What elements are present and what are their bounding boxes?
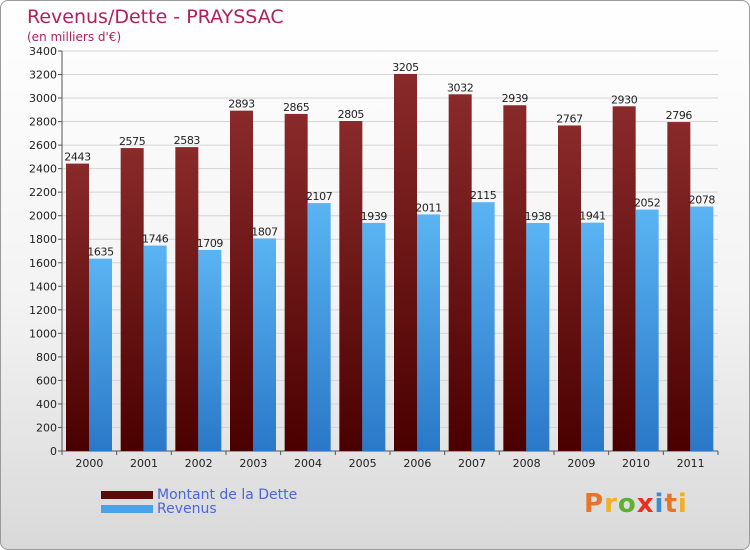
y-tick-label: 3200: [29, 69, 57, 82]
bar-dette: [284, 113, 308, 452]
data-label-dette: 2583: [174, 134, 201, 147]
y-tick-label: 3400: [29, 45, 57, 58]
logo-letter: i: [677, 489, 688, 519]
bar-revenus: [635, 209, 659, 451]
bar-revenus: [253, 238, 276, 451]
data-label-dette: 2796: [666, 109, 693, 122]
x-tick-label: 2002: [185, 457, 213, 470]
y-tick-label: 1200: [29, 304, 57, 317]
data-label-dette: 3205: [392, 61, 419, 74]
x-tick-label: 2000: [75, 457, 103, 470]
y-tick-label: 2000: [29, 210, 57, 223]
bar-dette: [503, 105, 527, 451]
bar-revenus: [581, 222, 604, 451]
logo-letter: x: [636, 489, 655, 519]
y-tick-label: 2400: [29, 163, 57, 176]
bar-revenus: [526, 223, 550, 451]
y-tick-label: 1600: [29, 257, 57, 270]
x-tick-label: 2009: [567, 457, 595, 470]
bar-dette: [612, 106, 636, 451]
x-tick-label: 2006: [403, 457, 431, 470]
data-label-revenus: 1746: [142, 233, 169, 246]
x-tick-label: 2010: [622, 457, 650, 470]
data-label-dette: 3032: [447, 81, 473, 94]
bar-dette: [175, 147, 199, 451]
data-label-revenus: 2107: [306, 190, 333, 203]
bar-dette: [230, 110, 253, 451]
bar-revenus: [417, 214, 440, 451]
data-label-revenus: 2011: [415, 201, 441, 214]
data-label-revenus: 1709: [197, 237, 224, 250]
legend-label-dette: Montant de la Dette: [157, 487, 298, 503]
data-label-revenus: 1938: [525, 210, 552, 223]
y-tick-label: 400: [36, 398, 57, 411]
x-tick-label: 2001: [130, 457, 158, 470]
y-tick-label: 0: [50, 445, 57, 458]
data-label-dette: 2575: [119, 135, 146, 148]
bar-dette: [339, 121, 363, 451]
bar-dette: [394, 73, 417, 452]
logo-letter: i: [654, 489, 665, 519]
data-label-dette: 2767: [556, 112, 583, 125]
bar-dette: [558, 125, 581, 452]
y-tick-label: 1800: [29, 233, 57, 246]
bar-revenus: [690, 206, 714, 451]
legend-item-dette: Montant de la Dette: [101, 487, 297, 503]
data-label-dette: 2893: [228, 98, 255, 111]
legend-swatch-dette: [101, 491, 153, 499]
x-tick-label: 2005: [349, 457, 377, 470]
data-label-dette: 2805: [338, 108, 365, 121]
bar-revenus: [307, 203, 331, 451]
y-tick-label: 600: [36, 374, 57, 387]
y-tick-label: 1000: [29, 327, 57, 340]
data-label-dette: 2939: [502, 92, 529, 105]
x-tick-label: 2004: [294, 457, 322, 470]
bar-revenus: [471, 202, 495, 451]
logo-letter: t: [664, 489, 678, 519]
y-tick-label: 3000: [29, 92, 57, 105]
proxiti-logo: Proxiti: [584, 489, 688, 519]
data-label-revenus: 1939: [361, 210, 388, 223]
x-tick-label: 2003: [239, 457, 267, 470]
y-tick-label: 200: [36, 421, 57, 434]
data-label-revenus: 1635: [87, 246, 114, 259]
data-label-revenus: 2115: [470, 189, 497, 202]
bar-dette: [448, 94, 472, 451]
bar-dette: [120, 148, 144, 451]
y-tick-label: 1400: [29, 280, 57, 293]
data-label-revenus: 1807: [251, 225, 278, 238]
y-tick-label: 2800: [29, 116, 57, 129]
x-tick-label: 2008: [513, 457, 541, 470]
bar-dette: [667, 122, 691, 451]
data-label-revenus: 2052: [634, 197, 660, 210]
y-tick-label: 2200: [29, 186, 57, 199]
bar-revenus: [198, 249, 222, 451]
chart-title: Revenus/Dette - PRAYSSAC: [27, 6, 284, 28]
legend-swatch-revenus: [101, 505, 153, 513]
data-label-dette: 2865: [283, 101, 310, 114]
bar-revenus: [89, 258, 112, 451]
bar-dette: [66, 163, 89, 451]
y-tick-label: 800: [36, 351, 57, 364]
bar-revenus: [143, 245, 167, 451]
legend-label-revenus: Revenus: [157, 501, 217, 517]
x-tick-label: 2011: [677, 457, 705, 470]
chart-subtitle: (en milliers d'€): [27, 30, 122, 44]
data-label-revenus: 1941: [579, 210, 605, 223]
x-tick-label: 2007: [458, 457, 486, 470]
bar-revenus: [362, 222, 386, 451]
logo-letter: o: [617, 489, 637, 519]
data-label-revenus: 2078: [689, 194, 716, 207]
data-label-dette: 2930: [611, 93, 638, 106]
logo-letter: P: [584, 489, 605, 519]
logo-letter: r: [604, 489, 618, 519]
data-label-dette: 2443: [64, 151, 91, 164]
y-tick-label: 2600: [29, 139, 57, 152]
legend-item-revenus: Revenus: [101, 501, 217, 517]
